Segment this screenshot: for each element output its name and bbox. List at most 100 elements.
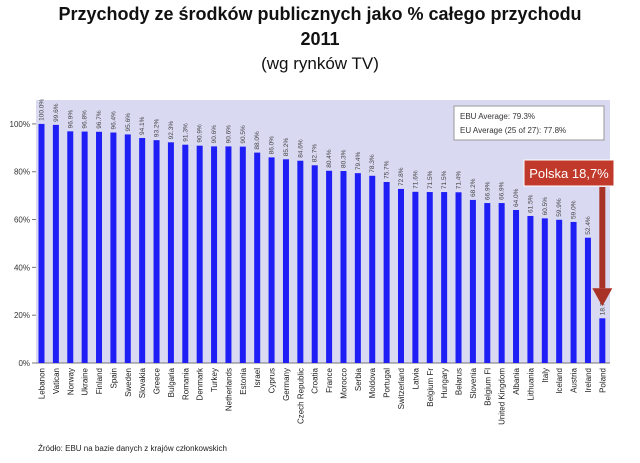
y-tick-label: 40% — [14, 263, 30, 272]
callout-arrow-shaft — [599, 187, 606, 289]
data-label: 99.6% — [53, 103, 60, 122]
bar — [211, 146, 218, 363]
category-label: Lebanon — [38, 368, 47, 399]
bar — [556, 219, 563, 363]
category-label: Latvia — [411, 367, 420, 389]
category-label: Morocco — [339, 367, 348, 398]
bar — [513, 209, 520, 363]
category-label: Cyprus — [268, 368, 277, 393]
bar — [326, 170, 333, 363]
bar — [239, 146, 246, 363]
category-label: Germany — [282, 368, 291, 401]
bar — [167, 142, 174, 363]
category-label: Greece — [153, 367, 162, 394]
chart-subtitle: (wg rynków TV) — [261, 54, 379, 73]
category-label: Belgium Fl — [483, 368, 492, 406]
bar — [441, 192, 448, 363]
bar — [124, 134, 131, 363]
bar — [139, 138, 146, 363]
bar — [354, 173, 361, 363]
category-label: Czech Republic — [296, 368, 305, 424]
category-label: Estonia — [239, 367, 248, 394]
bar — [67, 131, 74, 363]
bar — [498, 203, 505, 363]
data-label: 68.2% — [470, 178, 477, 197]
data-label: 88.0% — [254, 131, 261, 150]
bar — [599, 318, 606, 363]
data-label: 78.3% — [369, 154, 376, 173]
category-label: Sweden — [124, 368, 133, 397]
data-label: 100.0% — [39, 99, 46, 121]
data-label: 94.1% — [139, 116, 146, 135]
category-label: Iceland — [555, 368, 564, 394]
bar — [412, 191, 419, 363]
data-label: 92.3% — [168, 121, 175, 140]
bar — [584, 237, 591, 363]
bar — [398, 188, 404, 363]
data-label: 90.9% — [197, 124, 204, 143]
bar — [81, 131, 88, 363]
bar — [469, 199, 476, 363]
bar — [311, 165, 318, 363]
callout-box — [523, 159, 615, 187]
chart-title-year: 2011 — [300, 29, 340, 49]
data-label: 59.0% — [571, 200, 578, 219]
category-label: Hungary — [440, 368, 449, 398]
category-label: Netherlands — [224, 368, 233, 411]
bar — [297, 160, 304, 363]
data-label: 80.4% — [326, 149, 333, 168]
data-label: 85.2% — [283, 138, 290, 157]
data-label: 90.5% — [240, 125, 247, 144]
data-label: 75.7% — [384, 160, 391, 179]
data-label: 66.9% — [499, 181, 506, 200]
bar — [541, 218, 548, 363]
callout-label: Polska 18,7% — [529, 166, 609, 181]
bar — [570, 221, 577, 363]
data-label: 96.8% — [82, 110, 89, 129]
category-label: Belgium Fr — [426, 368, 435, 407]
bar — [340, 171, 347, 363]
category-label: Croatia — [311, 367, 320, 393]
category-label: Romania — [181, 367, 190, 400]
bar — [383, 182, 390, 363]
legend-eu-average: EU Average (25 of 27): 77.8% — [460, 126, 566, 135]
bar — [52, 124, 59, 364]
category-label: Spain — [109, 368, 118, 388]
category-label: Lithuania — [526, 367, 535, 400]
bar — [254, 152, 261, 363]
bar — [110, 132, 117, 363]
data-label: 96.9% — [67, 110, 74, 129]
data-label: 52.4% — [585, 216, 592, 235]
y-tick-label: 100% — [10, 120, 30, 129]
data-label: 71.4% — [456, 171, 463, 190]
category-label: Portugal — [383, 368, 392, 398]
category-label: Italy — [541, 368, 550, 383]
data-label: 71.5% — [427, 170, 434, 189]
category-label: Vatican — [52, 368, 61, 394]
bar — [38, 123, 45, 363]
bar — [196, 145, 203, 363]
bar — [225, 146, 232, 363]
callout-arrow-head — [592, 288, 613, 307]
bar — [426, 192, 433, 363]
chart-title: Przychody ze środków publicznych jako % … — [58, 4, 582, 24]
category-label: Moldova — [368, 367, 377, 398]
data-label: 96.4% — [110, 111, 117, 130]
bar — [182, 144, 189, 363]
y-tick-label: 60% — [14, 216, 30, 225]
bar — [96, 131, 103, 363]
category-label: Ireland — [584, 368, 593, 392]
category-label: Switzerland — [397, 368, 406, 409]
category-label: Ukraine — [81, 367, 90, 395]
bar — [153, 140, 160, 363]
y-tick-label: 80% — [14, 168, 30, 177]
bar — [484, 203, 491, 363]
category-label: Norway — [66, 368, 75, 395]
bar — [282, 159, 289, 363]
data-label: 96.7% — [96, 110, 103, 129]
category-label: Belarus — [455, 368, 464, 395]
data-label: 95.6% — [125, 113, 132, 132]
category-label: Austria — [570, 367, 579, 392]
category-label: Albania — [512, 367, 521, 394]
bar — [369, 175, 376, 363]
